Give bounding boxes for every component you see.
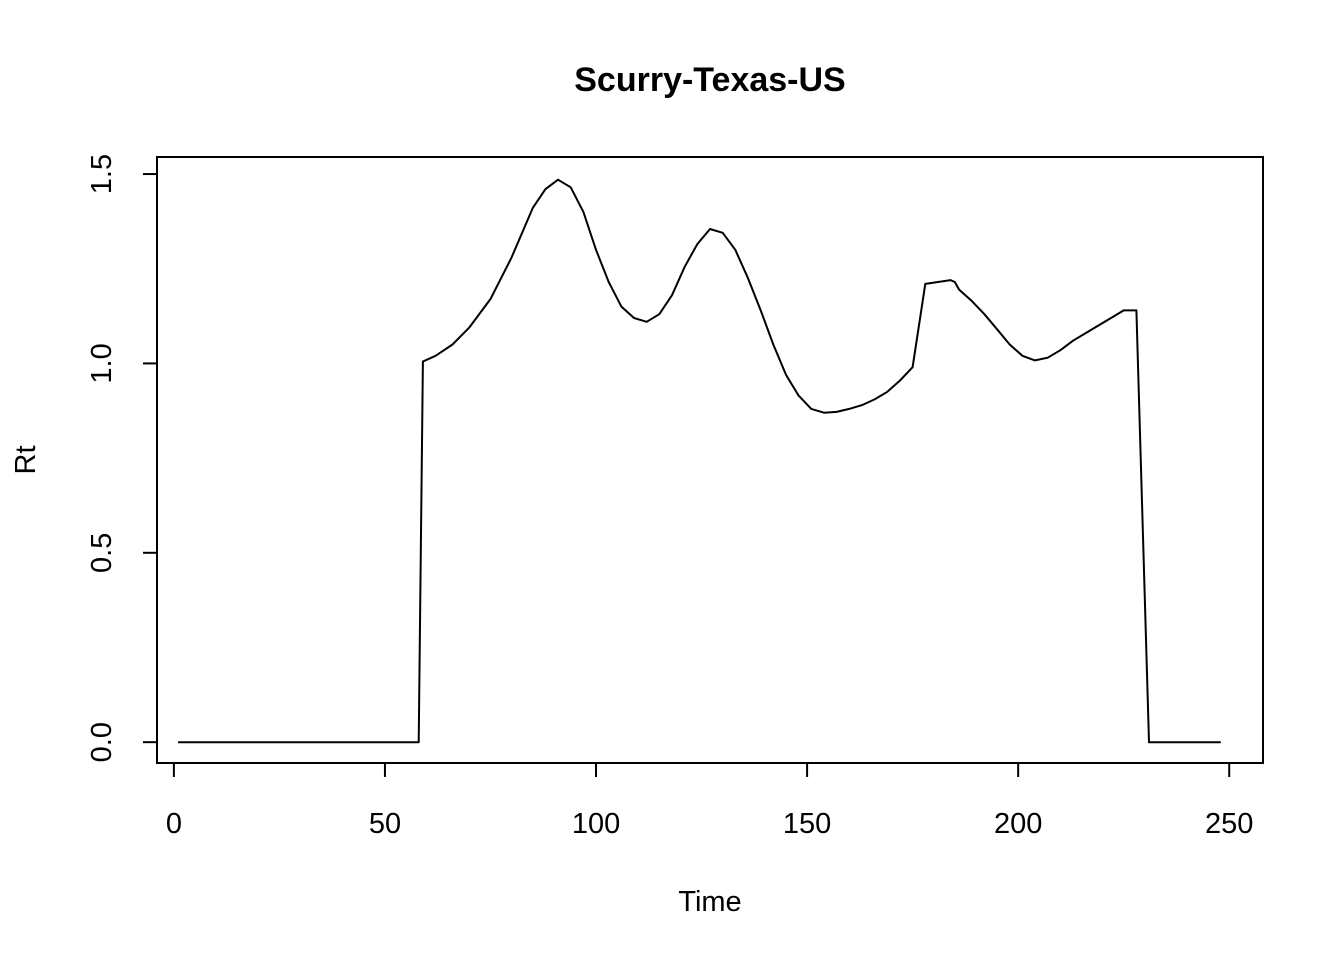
x-axis-label: Time: [678, 886, 741, 918]
y-tick-label: 1.5: [86, 154, 118, 194]
x-tick-label: 100: [572, 808, 620, 840]
y-axis: 0.0 0.5 1.0 1.5: [86, 154, 158, 762]
x-tick-label: 250: [1205, 808, 1253, 840]
plot-frame: [156, 156, 1264, 764]
x-tick-label: 200: [994, 808, 1042, 840]
y-tick-label: 1.0: [86, 343, 118, 383]
x-axis: 0 50 100 150 200 250: [166, 762, 1253, 840]
y-tick-label: 0.5: [86, 533, 118, 573]
x-tick-label: 150: [783, 808, 831, 840]
y-axis-label: Rt: [10, 446, 42, 475]
x-tick-label: 0: [166, 808, 182, 840]
x-tick-label: 50: [369, 808, 401, 840]
series-line-rt: [178, 178, 1221, 744]
y-tick-label: 0.0: [86, 722, 118, 762]
chart-title: Scurry-Texas-US: [574, 61, 846, 99]
